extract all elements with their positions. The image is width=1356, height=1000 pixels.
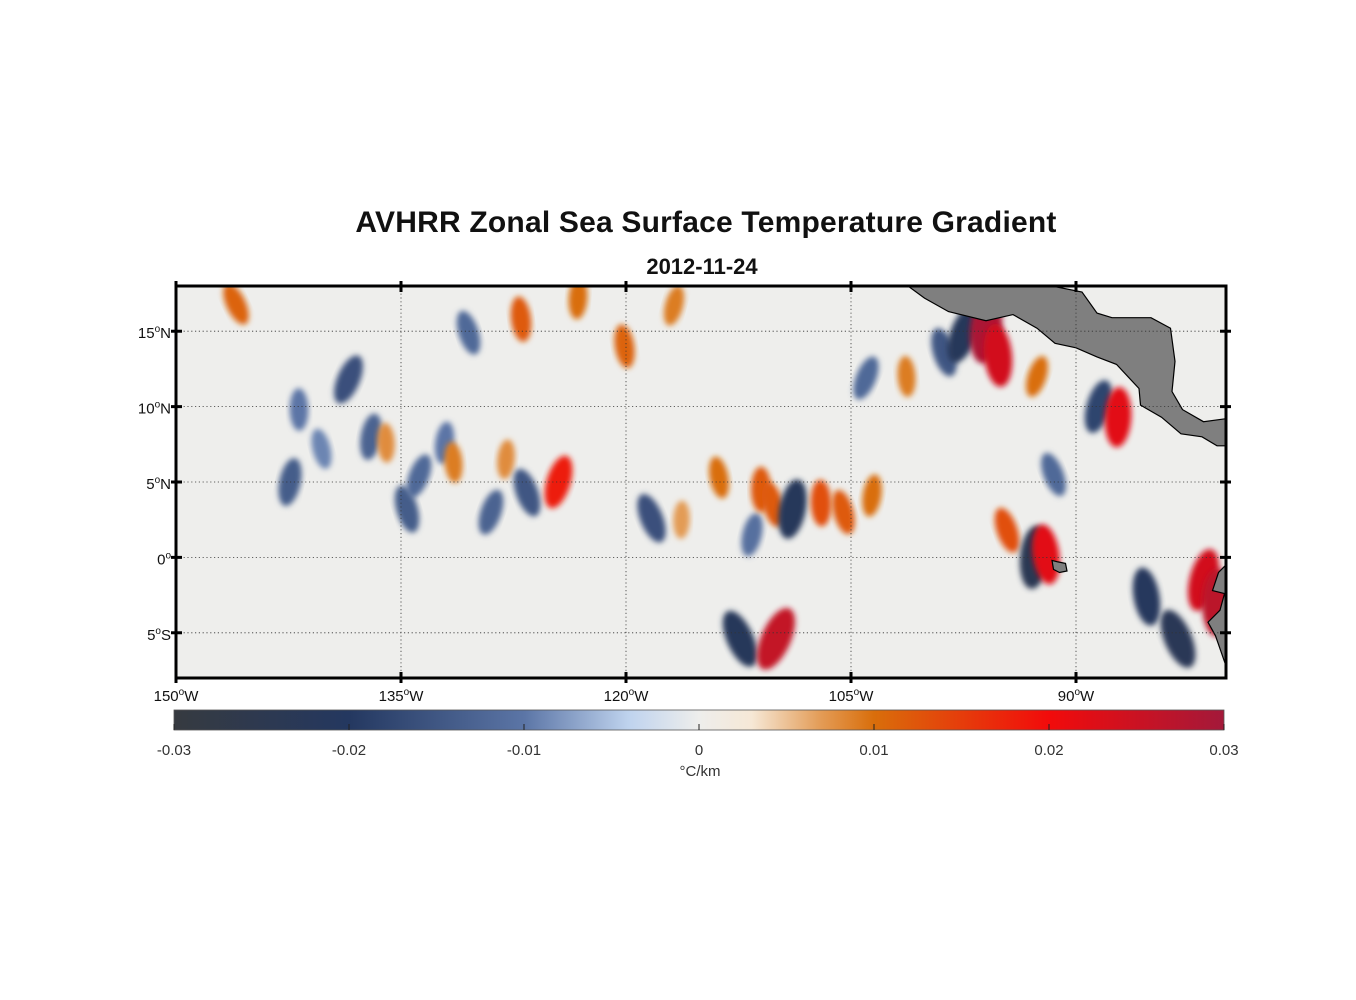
gradient-anomaly — [510, 296, 532, 342]
colorbar-tick-label: 0.02 — [1034, 742, 1063, 759]
colorbar-tick-label: 0.03 — [1209, 742, 1238, 759]
gradient-anomaly — [614, 324, 635, 369]
gradient-anomaly — [406, 454, 432, 498]
gradient-anomaly — [334, 355, 363, 404]
lat-tick-label: 0o — [157, 550, 171, 568]
lat-tick-label: 15oN — [138, 324, 171, 342]
gradient-anomaly — [377, 422, 395, 463]
gradient-anomaly — [673, 500, 690, 539]
gradient-anomaly — [853, 356, 879, 400]
gradient-anomaly — [1104, 387, 1132, 448]
gradient-anomaly — [637, 493, 666, 543]
gradient-anomaly — [778, 479, 807, 539]
gradient-anomaly — [444, 441, 463, 483]
lon-tick-label: 135oW — [379, 687, 425, 705]
gradient-anomaly — [663, 286, 685, 326]
gradient-anomaly — [994, 507, 1020, 553]
gradient-anomaly — [862, 474, 882, 517]
map-title: AVHRR Zonal Sea Surface Temperature Grad… — [355, 206, 1057, 239]
gradient-anomaly — [289, 388, 309, 431]
gradient-anomaly — [223, 286, 249, 325]
colorbar-tick-label: 0.01 — [859, 742, 888, 759]
gradient-anomaly — [1132, 567, 1161, 626]
land-layer — [906, 286, 1226, 667]
colorbar-tick-label: -0.02 — [332, 742, 366, 759]
gradient-anomaly — [722, 610, 758, 667]
gradient-anomaly — [810, 479, 832, 527]
gradient-anomaly — [1025, 356, 1049, 397]
gradient-anomaly — [756, 607, 796, 670]
lat-tick-label: 5oN — [146, 475, 171, 493]
colorbar-ticks: -0.03 -0.02 -0.01 0 0.01 0.02 0.03 — [157, 724, 1239, 759]
central-america-land — [906, 286, 1226, 447]
gradient-anomaly — [311, 428, 332, 469]
lon-tick-label: 120oW — [604, 687, 650, 705]
gradient-anomaly — [897, 355, 916, 398]
colorbar-tick-label: 0 — [695, 742, 703, 759]
plot-area: 150oW 135oW 120oW 105oW 90oW 15oN 10oN 5oN 0o 5oS — [138, 281, 1231, 705]
lon-tick-label: 90oW — [1058, 687, 1095, 705]
gradient-anomaly — [360, 413, 382, 461]
gradient-anomaly — [1041, 452, 1066, 497]
gradient-anomaly — [741, 513, 763, 557]
gradient-anomaly — [832, 490, 855, 535]
gradient-anomaly — [456, 310, 481, 355]
gradient-anomaly — [1160, 609, 1196, 668]
colorbar-tick-label: -0.01 — [507, 742, 541, 759]
lat-tick-label: 10oN — [138, 400, 171, 418]
lat-tick-label: 5oS — [147, 626, 171, 644]
gradient-anomaly — [544, 455, 573, 509]
lon-tick-label: 150oW — [154, 687, 200, 705]
gradient-anomaly — [513, 468, 541, 517]
colorbar: -0.03 -0.02 -0.01 0 0.01 0.02 0.03 — [157, 709, 1239, 759]
galapagos-island — [1051, 559, 1068, 574]
gradient-anomaly — [709, 456, 729, 499]
map-subtitle: 2012-11-24 — [646, 254, 758, 279]
colorbar-units-label: °C/km — [679, 763, 721, 780]
gradient-anomaly — [478, 489, 504, 535]
gradient-field — [223, 286, 1226, 670]
gradient-anomaly — [497, 439, 515, 480]
gradient-anomaly — [983, 323, 1013, 387]
colorbar-tick-label: -0.03 — [157, 742, 191, 759]
axis-ticks: 150oW 135oW 120oW 105oW 90oW 15oN 10oN 5oN 0o 5oS — [138, 281, 1231, 705]
lon-tick-label: 105oW — [829, 687, 875, 705]
graticule — [176, 286, 1226, 678]
